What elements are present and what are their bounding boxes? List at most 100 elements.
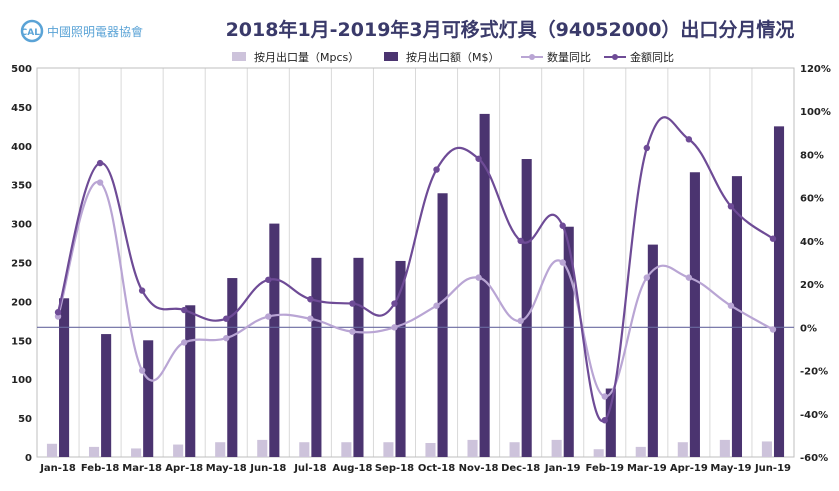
bar-qty	[635, 446, 646, 457]
bar-amount	[353, 257, 364, 457]
bar-amount	[437, 193, 448, 457]
y-right-tick-label: -60%	[800, 453, 828, 464]
x-tick-label: Sep-18	[375, 463, 414, 474]
point-amount-yoy	[96, 159, 104, 167]
point-amount-yoy	[685, 136, 693, 143]
bar-qty	[467, 439, 478, 457]
x-tick-label: Jan-19	[544, 463, 581, 474]
point-amount-yoy	[517, 237, 524, 245]
bar-qty	[88, 446, 100, 457]
bar-qty	[257, 439, 268, 457]
y-right-tick-label: -20%	[800, 367, 828, 378]
y-left-tick-label: 50	[18, 414, 32, 425]
legend-label: 金额同比	[630, 50, 674, 64]
point-qty-yoy	[643, 274, 651, 281]
bar-amount	[563, 226, 574, 457]
point-qty-yoy	[769, 326, 777, 333]
point-amount-yoy	[769, 235, 777, 242]
logo-mark: CALI	[21, 28, 44, 38]
plot-frame	[36, 67, 795, 458]
point-amount-yoy	[601, 417, 608, 424]
point-amount-yoy	[54, 309, 62, 316]
point-amount-yoy	[475, 155, 482, 162]
point-qty-yoy	[138, 367, 146, 374]
point-qty-yoy	[391, 324, 398, 331]
legend-marker	[612, 54, 618, 60]
bar-amount	[185, 305, 196, 457]
bar-amount	[773, 126, 785, 457]
bar-amount	[647, 244, 658, 457]
point-qty-yoy	[223, 334, 230, 342]
point-amount-yoy	[265, 276, 272, 283]
bar-qty	[383, 442, 394, 457]
bar-amount	[479, 113, 490, 457]
chart-title: 2018年1月-2019年3月可移式灯具（94052000）出口分月情况	[226, 18, 795, 41]
y-left-tick-label: 450	[11, 103, 32, 114]
point-qty-yoy	[265, 313, 272, 320]
bar-qty	[593, 449, 604, 457]
bar-qty	[46, 443, 58, 457]
axes: 0 50 100 150 200 250 300 350 400 450 500 -60% -40% -2…	[11, 64, 831, 474]
point-qty-yoy	[727, 302, 735, 309]
point-qty-yoy	[307, 315, 314, 322]
x-tick-label: May-18	[206, 463, 247, 474]
y-right-tick-label: 120%	[800, 64, 831, 75]
y-right-tick-label: 20%	[800, 280, 824, 291]
bar-amount	[311, 257, 322, 457]
x-tick-label: Jan-18	[39, 463, 76, 474]
legend: 按月出口量（Mpcs） 按月出口额（M$） 数量同比 金额同比	[232, 50, 674, 64]
legend-marker	[529, 54, 535, 60]
bar-amount	[689, 172, 700, 457]
x-tick-label: May-19	[710, 463, 751, 474]
x-tick-label: Feb-19	[586, 463, 624, 474]
bar-qty	[173, 444, 184, 457]
y-right-tick-label: 100%	[800, 107, 831, 118]
x-tick-label: Mar-18	[122, 463, 162, 474]
point-amount-yoy	[727, 203, 735, 210]
legend-label: 数量同比	[547, 51, 591, 64]
point-amount-yoy	[180, 306, 188, 314]
point-amount-yoy	[643, 144, 651, 152]
logo-text: 中國照明電器協會	[47, 24, 143, 39]
point-qty-yoy	[349, 328, 356, 335]
grid	[36, 67, 795, 458]
point-qty-yoy	[96, 179, 104, 186]
point-amount-yoy	[559, 222, 566, 229]
bar-amount	[731, 176, 743, 457]
bar-amount	[395, 260, 406, 457]
x-tick-label: Feb-18	[81, 463, 119, 474]
bar-amount	[59, 298, 70, 457]
bar-qty	[551, 439, 562, 457]
legend-label: 按月出口量（Mpcs）	[254, 50, 359, 64]
bars	[46, 113, 785, 457]
lines	[37, 116, 794, 424]
y-left-tick-label: 250	[11, 259, 32, 270]
point-qty-yoy	[517, 317, 524, 325]
x-tick-label: Apr-18	[165, 463, 203, 474]
point-qty-yoy	[559, 259, 566, 266]
point-amount-yoy	[433, 166, 440, 173]
y-left-tick-label: 500	[11, 64, 32, 75]
bar-qty	[131, 448, 142, 457]
bar-qty	[761, 441, 772, 457]
bar-amount	[143, 340, 154, 457]
bar-amount	[269, 223, 280, 457]
y-left-tick-label: 400	[11, 142, 32, 153]
point-qty-yoy	[433, 302, 440, 309]
point-amount-yoy	[349, 300, 356, 307]
logo: CALI 中國照明電器協會	[20, 19, 143, 43]
y-left-tick-label: 300	[11, 220, 32, 231]
point-qty-yoy	[685, 274, 693, 281]
y-right-tick-label: -40%	[800, 410, 828, 421]
y-right-tick-label: 40%	[800, 237, 824, 248]
bar-qty	[425, 442, 436, 457]
y-left-tick-label: 0	[25, 453, 32, 464]
x-tick-label: Mar-19	[627, 463, 667, 474]
point-amount-yoy	[223, 315, 230, 322]
y-left-tick-label: 350	[11, 181, 32, 192]
bar-amount	[227, 278, 238, 457]
point-amount-yoy	[138, 287, 146, 294]
bar-amount	[101, 334, 112, 457]
logo-icon	[20, 19, 44, 43]
x-tick-label: Dec-18	[501, 463, 540, 474]
